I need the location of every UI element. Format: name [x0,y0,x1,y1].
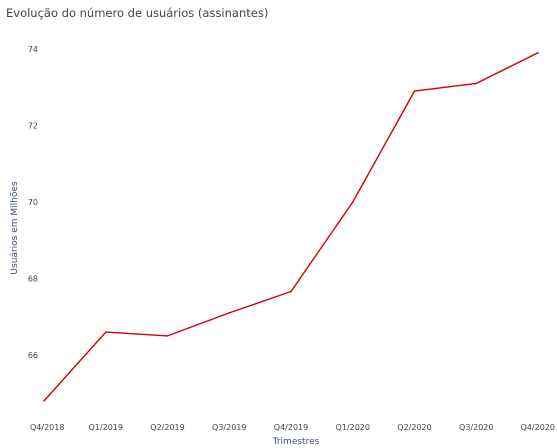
data-point [413,90,416,92]
y-tick-label: 68 [28,275,38,284]
chart-title: Evolução do número de usuários (assinant… [6,6,268,20]
x-tick-label: Q4/2018 [30,423,64,432]
x-tick-label: Q3/2019 [212,423,246,432]
data-point [475,82,478,85]
x-tick-label: Q2/2020 [397,423,431,432]
y-tick-label: 72 [28,122,38,131]
y-tick-label: 70 [28,198,38,207]
x-tick-label: Q2/2019 [150,423,184,432]
data-point [228,312,231,314]
plot-area [43,52,539,402]
y-axis-label: Usuários em Milhões [10,181,20,274]
data-point [166,335,169,337]
x-axis-ticks: Q4/2018 Q1/2019 Q2/2019 Q3/2019 Q4/2019 Q1/20… [30,423,555,432]
data-point [351,201,354,203]
series-line [43,52,539,402]
x-tick-label: Q1/2020 [336,423,370,432]
x-tick-label: Q3/2020 [459,423,493,432]
y-tick-label: 66 [28,351,38,360]
x-tick-label: Q1/2019 [89,423,123,432]
y-axis-ticks: 66 68 70 72 74 [28,45,38,360]
x-axis-label: Trimestres [272,437,320,447]
x-tick-label: Q4/2020 [521,423,555,432]
data-point [537,52,539,54]
x-tick-label: Q4/2019 [274,423,308,432]
data-point [290,290,292,293]
y-tick-label: 74 [28,45,38,54]
data-point [43,400,45,402]
data-point [104,331,107,333]
